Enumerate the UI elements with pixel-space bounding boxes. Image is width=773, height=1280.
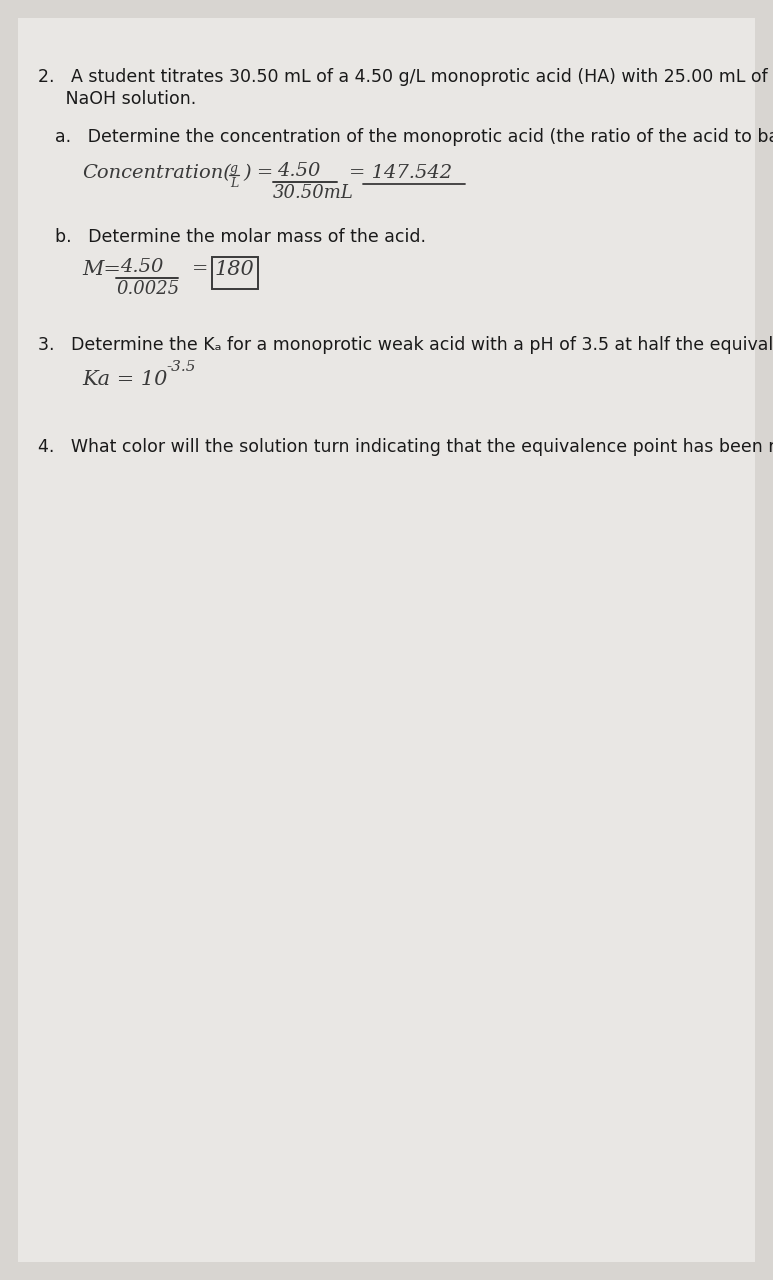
Text: 2.   A student titrates 30.50 mL of a 4.50 g/L monoprotic acid (HA) with 25.00 m: 2. A student titrates 30.50 mL of a 4.50… (38, 68, 773, 86)
Text: ) =: ) = (243, 164, 273, 182)
Bar (212, 257, 258, 289)
Text: 4.50: 4.50 (120, 259, 163, 276)
Text: -3.5: -3.5 (166, 360, 196, 374)
Text: a.   Determine the concentration of the monoprotic acid (the ratio of the acid t: a. Determine the concentration of the mo… (55, 128, 773, 146)
Text: M=: M= (82, 260, 121, 279)
Text: 30.50mL: 30.50mL (273, 184, 354, 202)
Text: =: = (192, 260, 209, 278)
Text: Ka = 10: Ka = 10 (82, 370, 168, 389)
Text: 4.   What color will the solution turn indicating that the equivalence point has: 4. What color will the solution turn ind… (38, 438, 773, 456)
Text: 180: 180 (215, 260, 255, 279)
Text: 3.   Determine the Kₐ for a monoprotic weak acid with a pH of 3.5 at half the eq: 3. Determine the Kₐ for a monoprotic wea… (38, 335, 773, 355)
Text: Concentration(: Concentration( (82, 164, 231, 182)
Text: g: g (230, 163, 238, 175)
Text: b.   Determine the molar mass of the acid.: b. Determine the molar mass of the acid. (55, 228, 426, 246)
Text: 0.0025: 0.0025 (116, 280, 179, 298)
Text: NaOH solution.: NaOH solution. (38, 90, 196, 108)
FancyBboxPatch shape (18, 18, 755, 1262)
Text: L: L (230, 177, 238, 189)
Text: 4.50: 4.50 (277, 163, 320, 180)
Text: = 147.542: = 147.542 (349, 164, 452, 182)
